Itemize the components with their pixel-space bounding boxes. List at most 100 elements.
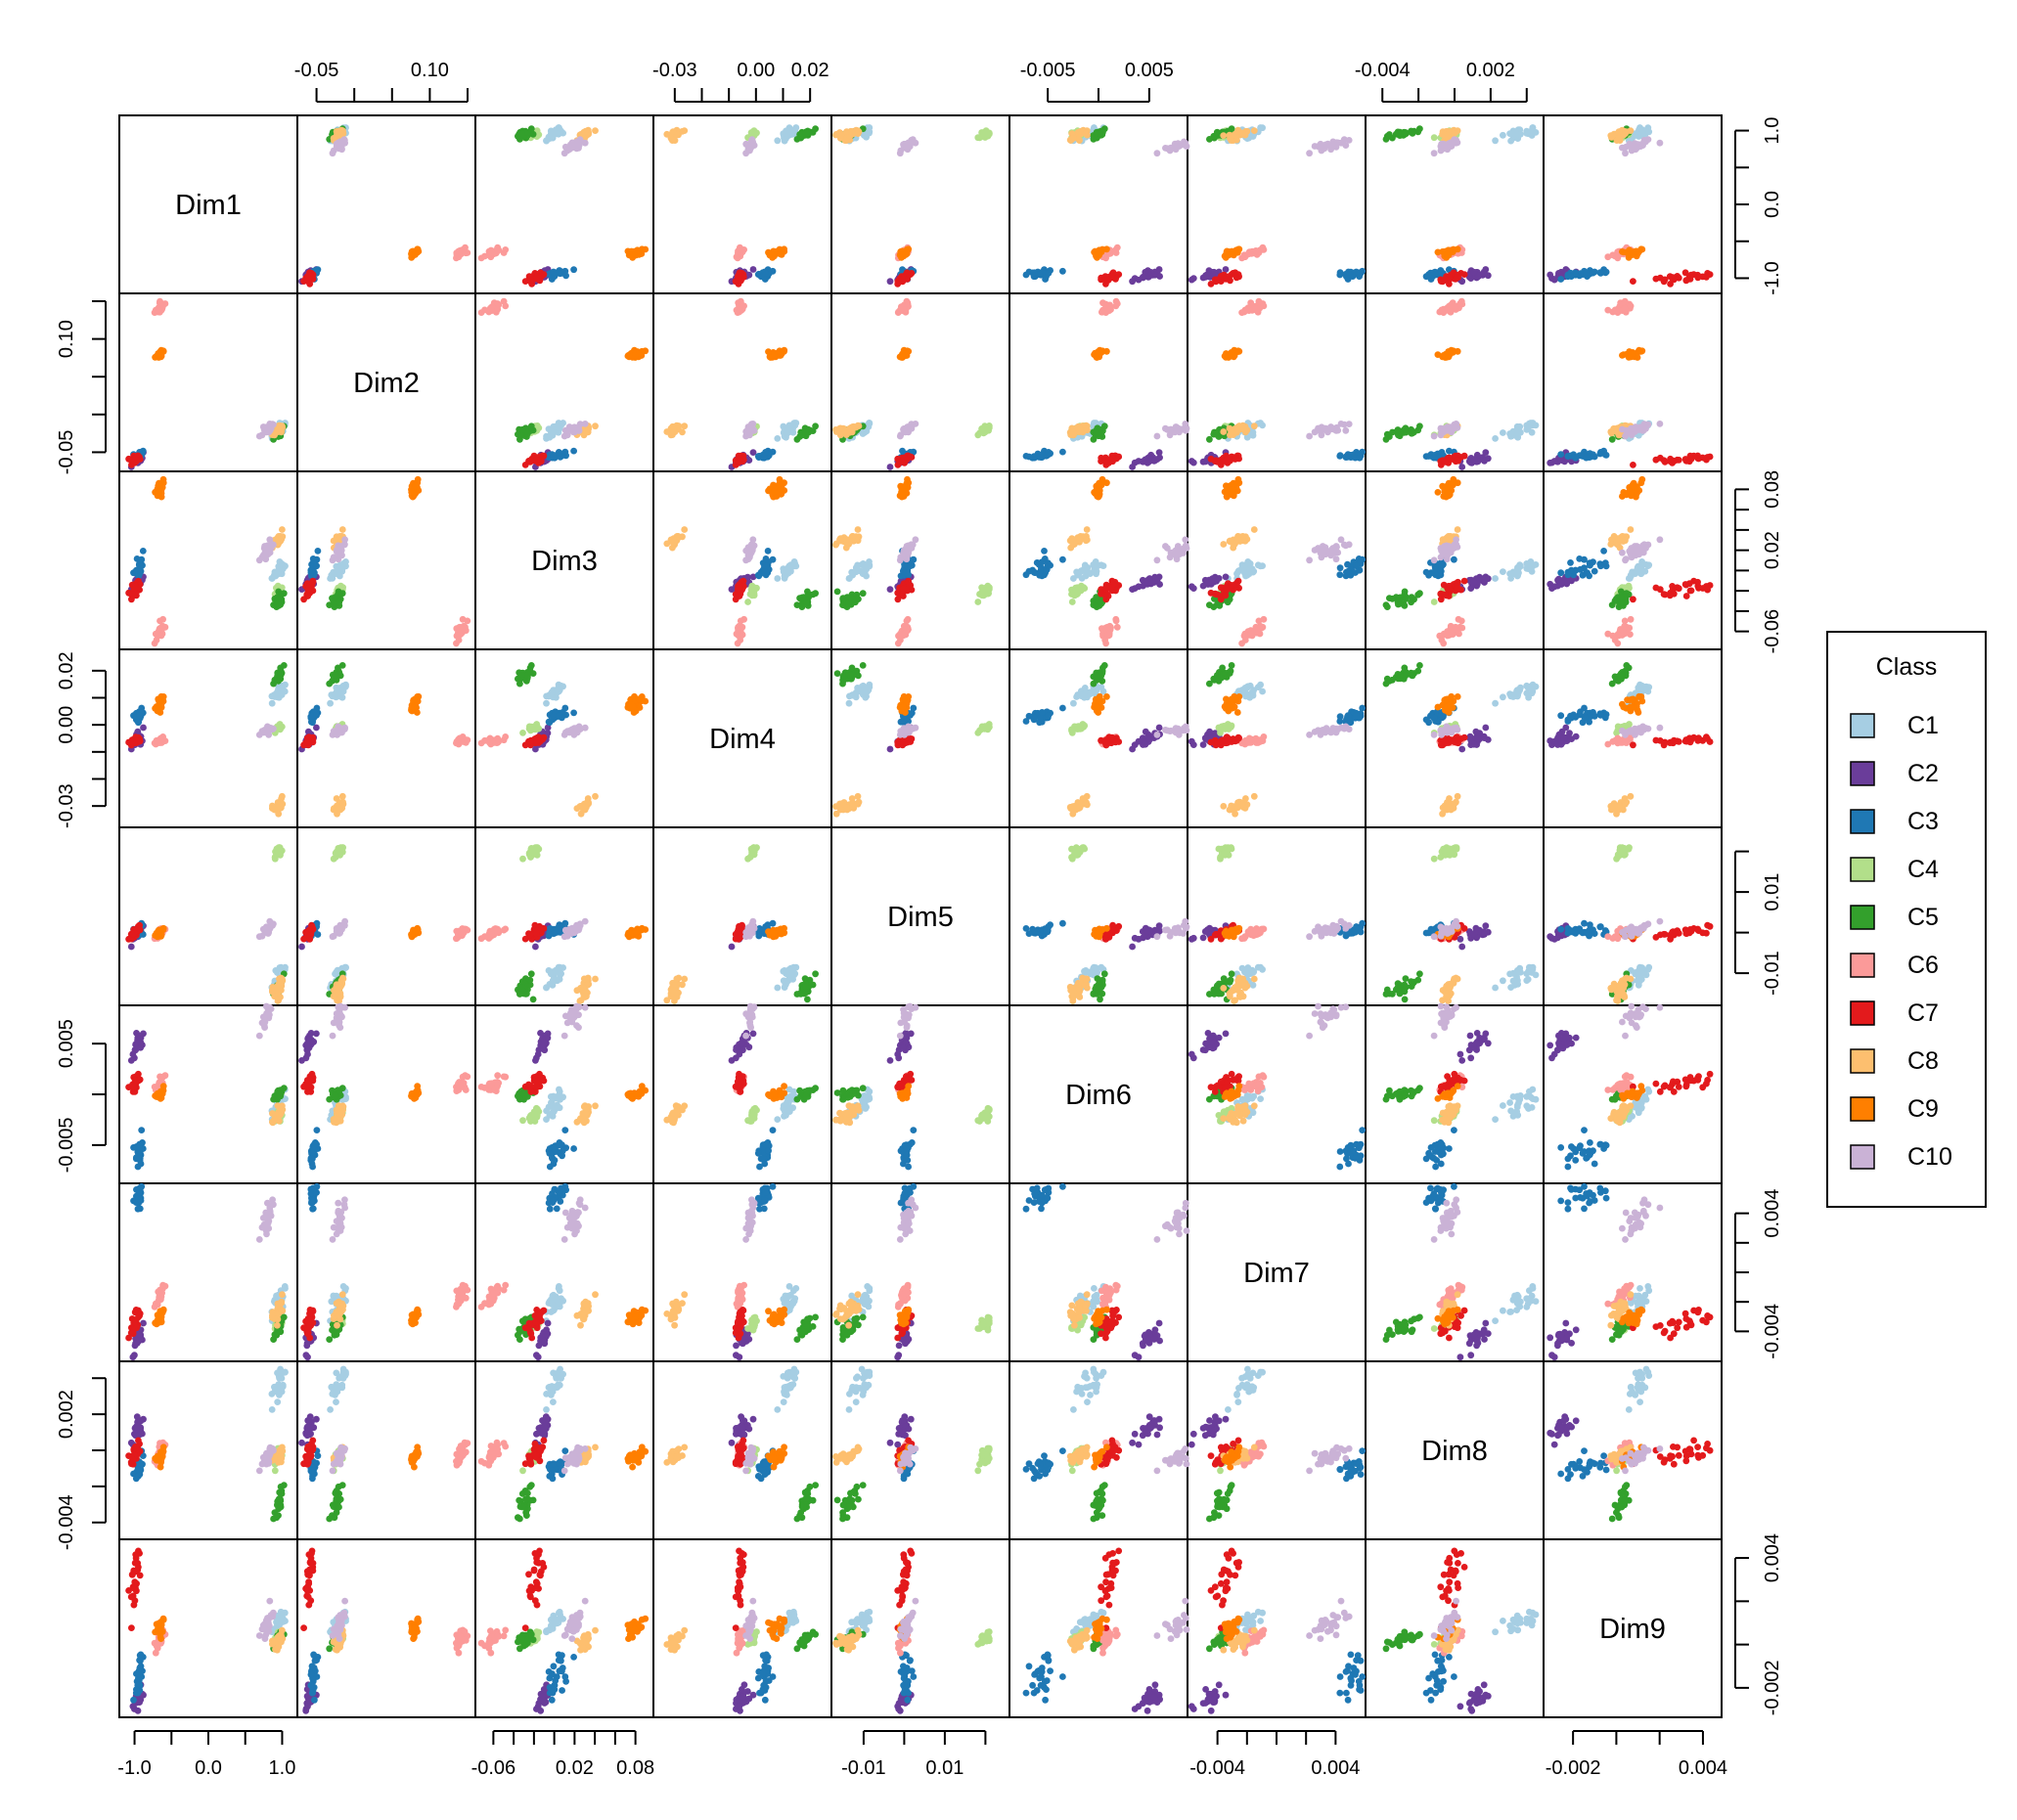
point-C10 (1448, 425, 1456, 432)
panel-Dim3-Dim1 (118, 470, 298, 650)
point-C3 (1345, 268, 1352, 276)
point-C9 (1444, 350, 1451, 357)
point-C8 (1233, 128, 1241, 136)
point-C7 (1214, 458, 1222, 466)
point-C8 (1451, 130, 1457, 138)
point-C2 (1210, 268, 1218, 276)
point-C3 (1568, 452, 1575, 460)
point-C5 (793, 435, 801, 443)
point-C2 (1202, 272, 1209, 280)
point-C5 (812, 125, 819, 133)
point-C9 (155, 350, 162, 357)
point-C1 (338, 565, 346, 572)
point-C5 (793, 601, 801, 608)
point-C6 (904, 302, 912, 310)
point-C9 (1434, 248, 1442, 256)
point-C3 (1059, 267, 1066, 275)
point-C7 (1232, 269, 1239, 277)
point-C1 (275, 565, 283, 572)
point-C10 (1328, 425, 1336, 432)
point-C6 (459, 615, 467, 623)
panel-Dim9-Dim2 (296, 1538, 476, 1718)
point-C1 (1517, 428, 1524, 436)
point-C2 (1481, 457, 1488, 465)
point-C8 (1227, 431, 1233, 439)
point-C3 (314, 548, 322, 555)
panel-Dim5-Dim3 (474, 826, 654, 1006)
point-C5 (1093, 128, 1100, 136)
point-C9 (638, 245, 646, 253)
point-C3 (570, 447, 577, 455)
point-C10 (1162, 424, 1169, 432)
points-Dim1-vs-Dim3 (477, 124, 650, 288)
point-C8 (1082, 130, 1090, 138)
point-C9 (1637, 347, 1645, 355)
points-Dim1-vs-Dim8 (1382, 124, 1540, 288)
point-C4 (984, 426, 992, 434)
point-C5 (1414, 128, 1422, 136)
point-C1 (1492, 137, 1499, 145)
point-C10 (1311, 143, 1319, 150)
point-C5 (1402, 424, 1410, 432)
point-C7 (899, 276, 906, 284)
point-C5 (332, 594, 339, 600)
point-C7 (1630, 278, 1636, 285)
point-C9 (1434, 351, 1442, 358)
point-C10 (1448, 141, 1456, 149)
point-C2 (1550, 458, 1558, 465)
point-C2 (886, 464, 894, 470)
point-C2 (1482, 449, 1490, 456)
point-C3 (1025, 453, 1033, 461)
point-C8 (1227, 135, 1233, 142)
point-C7 (129, 458, 137, 466)
point-C9 (1637, 245, 1645, 253)
point-C1 (781, 575, 788, 582)
point-C10 (1182, 421, 1189, 427)
point-C9 (778, 350, 785, 357)
point-C6 (502, 302, 510, 310)
point-C7 (1682, 277, 1690, 285)
point-C8 (1615, 128, 1623, 136)
panel-Dim1-Dim4 (652, 114, 832, 294)
point-C10 (1622, 432, 1629, 440)
point-C2 (886, 278, 894, 286)
point-C7 (1687, 271, 1695, 279)
point-C10 (560, 432, 568, 440)
point-C6 (740, 615, 747, 623)
panel-Dim2-Dim6 (1008, 292, 1188, 472)
point-C10 (1322, 142, 1329, 150)
point-C9 (781, 245, 787, 253)
point-C3 (555, 270, 562, 277)
panel-Dim1-Dim3 (474, 114, 654, 294)
point-C1 (866, 129, 873, 137)
points-Dim2-vs-Dim5 (832, 297, 993, 470)
point-C1 (790, 129, 798, 137)
point-C8 (854, 130, 862, 138)
point-C3 (1583, 269, 1590, 277)
point-C8 (335, 128, 342, 136)
point-C10 (1634, 141, 1641, 149)
diagonal-label-Dim6: Dim6 (1065, 1080, 1132, 1111)
point-C9 (1630, 350, 1636, 357)
point-C7 (1232, 456, 1239, 463)
point-C3 (555, 449, 562, 456)
point-C8 (582, 426, 589, 434)
point-C10 (581, 421, 589, 427)
point-C10 (742, 150, 749, 157)
point-C8 (669, 128, 677, 136)
point-C9 (635, 250, 643, 258)
point-C10 (1622, 143, 1630, 151)
point-C3 (1045, 270, 1053, 277)
point-C10 (1174, 141, 1182, 149)
diagonal-label-Dim3: Dim3 (531, 546, 598, 577)
point-C1 (784, 569, 792, 577)
point-C9 (412, 250, 419, 258)
point-C3 (1336, 453, 1344, 460)
panel-Dim2-Dim8 (1365, 292, 1545, 472)
point-C7 (1699, 273, 1707, 281)
point-C4 (753, 584, 760, 592)
point-C9 (1103, 347, 1110, 355)
points-Dim1-vs-Dim7 (1188, 124, 1367, 288)
point-C10 (265, 546, 272, 553)
